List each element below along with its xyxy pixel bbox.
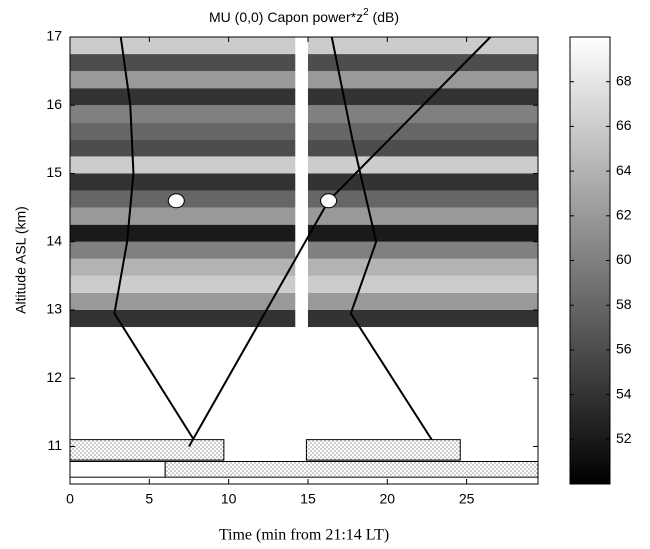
heat-cell: [70, 54, 296, 72]
heat-cell: [70, 88, 296, 106]
y-tick-label: 16: [46, 96, 62, 112]
heat-cell: [307, 190, 538, 208]
heat-cell: [307, 122, 538, 140]
marker: [320, 193, 338, 209]
time-box: [305, 439, 461, 461]
colorbar-tick-label: 54: [616, 385, 632, 401]
heat-cell: [70, 309, 296, 328]
heat-cell: [307, 105, 538, 123]
time-box: [69, 460, 166, 478]
y-tick-label: 14: [46, 232, 62, 248]
colorbar-tick-label: 66: [616, 117, 632, 133]
heat-cell: [307, 258, 538, 276]
heat-cell: [70, 258, 296, 276]
time-box: [69, 439, 225, 461]
heat-cell: [70, 292, 296, 310]
title-superscript: 2: [363, 7, 369, 18]
heat-cell: [307, 207, 538, 225]
colorbar-tick-label: 56: [616, 341, 632, 357]
heat-cell: [70, 275, 296, 293]
y-tick-label: 12: [46, 369, 62, 385]
chart-title: MU (0,0) Capon power*z2 (dB): [209, 7, 399, 25]
y-axis-label: Altitude ASL (km): [13, 206, 29, 314]
colorbar-tick-label: 58: [616, 296, 632, 312]
heat-cell: [70, 241, 296, 259]
heat-cell: [307, 173, 538, 191]
y-tick-label: 15: [46, 164, 62, 180]
plot-frame: [69, 36, 539, 485]
y-tick-label: 11: [47, 437, 62, 453]
colorbar-tick-label: 64: [616, 162, 632, 178]
heat-cell: [70, 224, 296, 242]
colorbar-tick-label: 60: [616, 251, 632, 267]
y-tick-label: 13: [46, 301, 62, 317]
heat-cell: [307, 139, 538, 157]
heat-cell: [307, 54, 538, 72]
marker: [167, 193, 185, 209]
x-axis-label: Time (min from 21:14 LT): [219, 527, 389, 544]
trajectory-line: [113, 36, 195, 441]
heat-cell: [70, 156, 296, 174]
trajectory-line: [330, 36, 433, 441]
y-tick-label: 17: [46, 28, 62, 44]
heat-cell: [70, 207, 296, 225]
heat-cell: [307, 156, 538, 174]
x-tick-label: 10: [221, 491, 237, 507]
time-box: [164, 460, 539, 478]
heat-cell: [307, 37, 538, 55]
heat-cell: [70, 105, 296, 123]
heat-cell: [307, 292, 538, 310]
x-tick-label: 20: [379, 491, 395, 507]
colorbar-tick-label: 52: [616, 430, 632, 446]
heat-cell: [70, 139, 296, 157]
heat-cell: [307, 275, 538, 293]
heat-cell: [307, 241, 538, 259]
x-tick-label: 25: [459, 491, 475, 507]
heat-cell: [307, 88, 538, 106]
x-tick-label: 15: [300, 491, 316, 507]
x-tick-label: 0: [66, 491, 74, 507]
x-tick-label: 5: [145, 491, 153, 507]
heat-cell: [307, 224, 538, 242]
colorbar-tick-label: 62: [616, 207, 632, 223]
title-suffix: (dB): [369, 9, 399, 25]
heat-cell: [70, 37, 296, 55]
heat-cell: [70, 122, 296, 140]
heat-cell: [70, 71, 296, 89]
heat-cell: [307, 71, 538, 89]
heat-cell: [307, 309, 538, 328]
colorbar: [569, 36, 611, 485]
colorbar-tick-label: 68: [616, 72, 632, 88]
heat-cell: [70, 173, 296, 191]
title-main: MU (0,0) Capon power*z: [209, 9, 363, 25]
